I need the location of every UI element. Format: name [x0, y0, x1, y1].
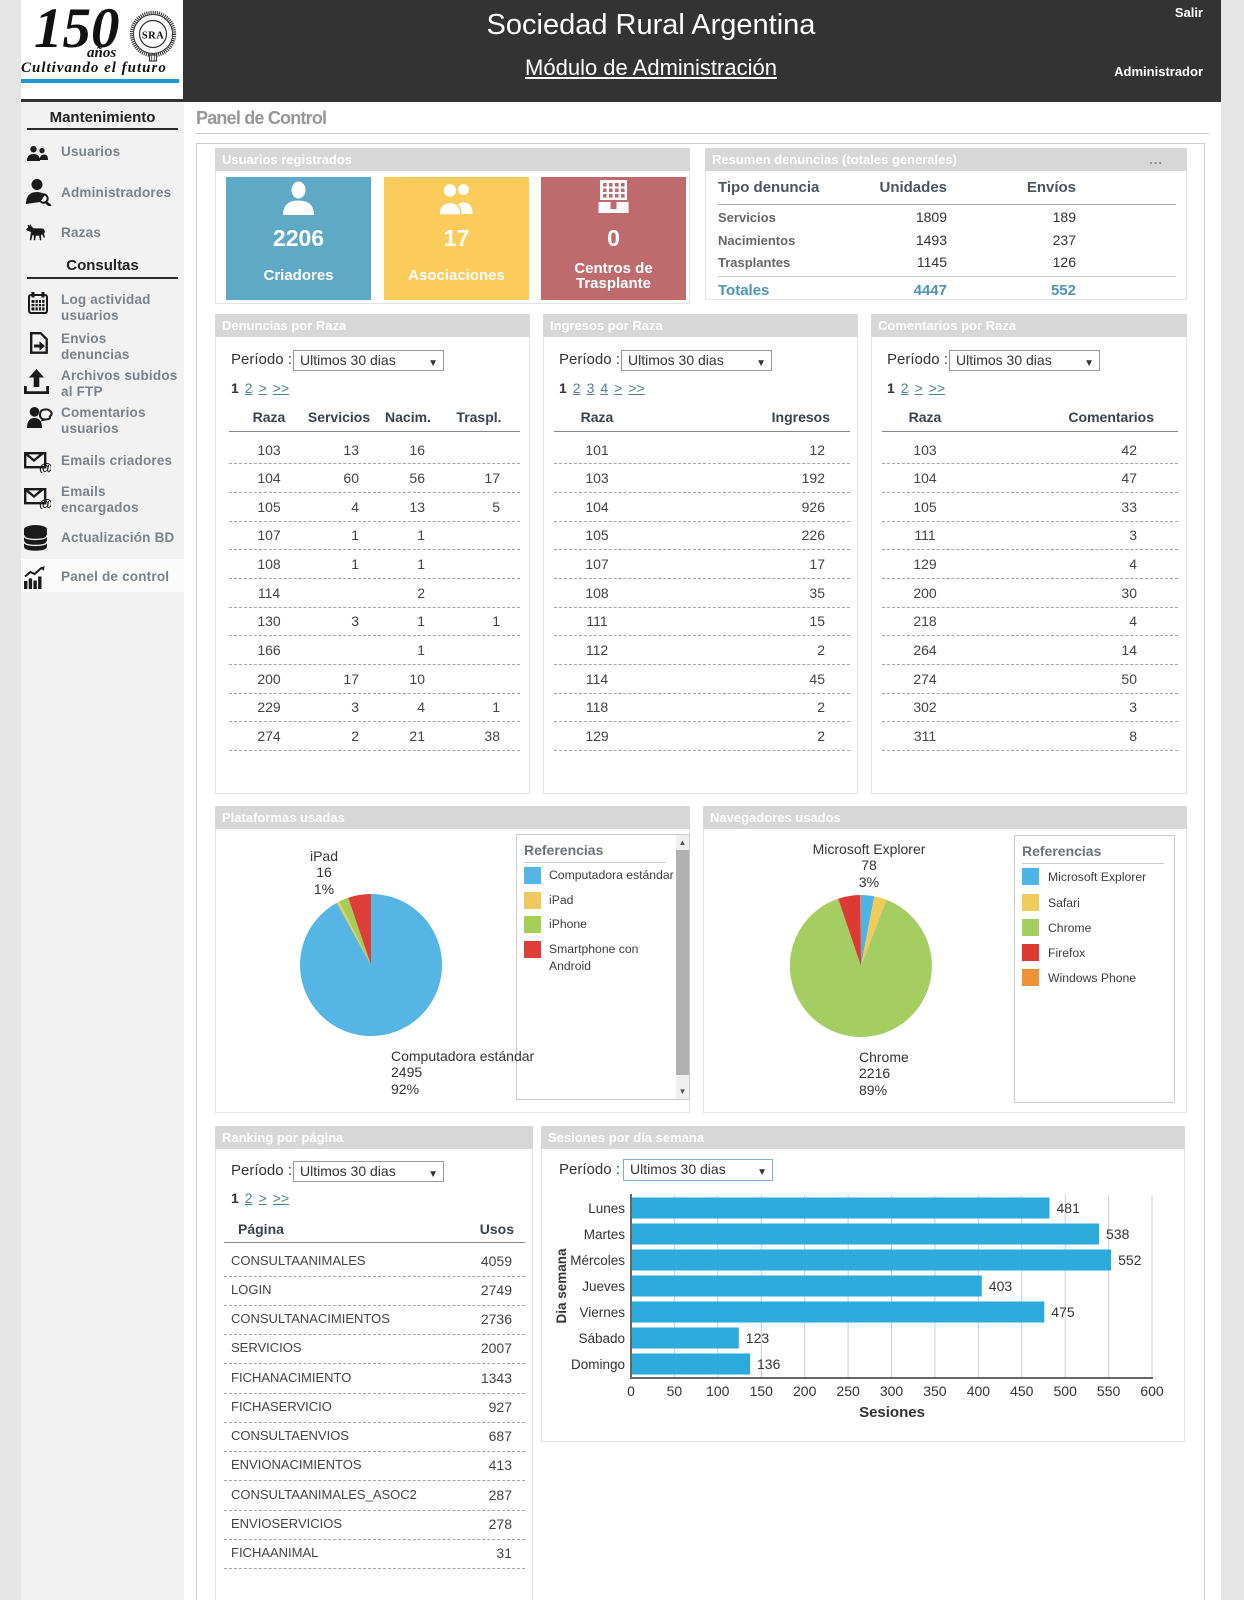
svg-text:@: @: [39, 460, 51, 474]
svg-text:403: 403: [989, 1278, 1013, 1294]
svg-text:300: 300: [880, 1383, 904, 1399]
svg-text:50: 50: [667, 1383, 683, 1399]
svg-text:538: 538: [1106, 1226, 1130, 1242]
svg-text:550: 550: [1097, 1383, 1121, 1399]
svg-text:350: 350: [923, 1383, 947, 1399]
svg-text:Sábado: Sábado: [578, 1331, 625, 1346]
svg-text:136: 136: [757, 1356, 781, 1372]
svg-text:0: 0: [627, 1383, 635, 1399]
svg-text:SRA: SRA: [142, 31, 164, 42]
svg-text:481: 481: [1057, 1200, 1081, 1216]
svg-text:450: 450: [1010, 1383, 1034, 1399]
svg-text:123: 123: [746, 1330, 770, 1346]
svg-text:Sesiones: Sesiones: [859, 1404, 925, 1421]
svg-text:250: 250: [836, 1383, 860, 1399]
svg-text:Viernes: Viernes: [579, 1305, 625, 1320]
svg-text:Dia semana: Dia semana: [554, 1248, 569, 1324]
svg-text:Mércoles: Mércoles: [570, 1253, 625, 1268]
svg-text:600: 600: [1140, 1383, 1164, 1399]
svg-text:400: 400: [967, 1383, 991, 1399]
svg-text:Domingo: Domingo: [571, 1357, 625, 1372]
svg-text:Lunes: Lunes: [588, 1201, 625, 1216]
svg-text:Jueves: Jueves: [582, 1279, 625, 1294]
svg-text:Martes: Martes: [584, 1227, 626, 1242]
svg-text:@: @: [39, 496, 51, 510]
svg-text:552: 552: [1118, 1252, 1142, 1268]
svg-text:500: 500: [1054, 1383, 1078, 1399]
svg-text:100: 100: [706, 1383, 730, 1399]
svg-text:150: 150: [750, 1383, 774, 1399]
svg-text:475: 475: [1051, 1304, 1075, 1320]
svg-text:200: 200: [793, 1383, 817, 1399]
